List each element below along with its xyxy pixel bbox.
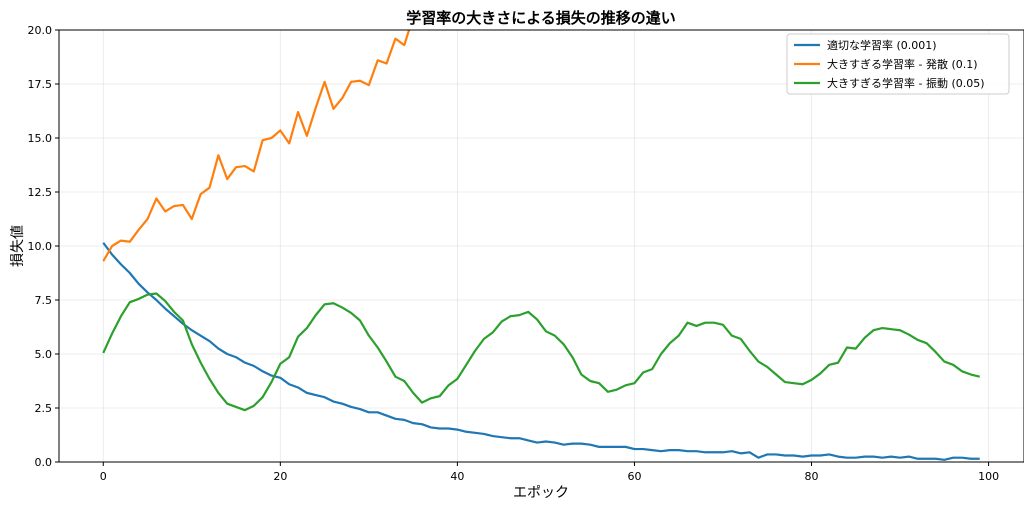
y-tick-label: 2.5 [35, 402, 53, 415]
chart-title: 学習率の大きさによる損失の推移の違い [406, 9, 676, 27]
x-axis-label: エポック [513, 485, 569, 501]
y-tick-label: 12.5 [28, 186, 53, 199]
legend-box [786, 33, 1010, 95]
legend: 適切な学習率 (0.001) 大きすぎる学習率 - 発散 (0.1) 大きすぎる学習… [786, 33, 1010, 95]
y-tick-label: 5.0 [35, 348, 53, 361]
y-tick-label: 20.0 [28, 24, 53, 37]
y-tick-label: 15.0 [28, 132, 53, 145]
legend-entry-2: 大きすぎる学習率 - 振動 (0.05) [827, 76, 985, 90]
series-line-0 [102, 242, 980, 461]
ticks: 0 20 40 60 80 100 0.0 2.5 5.0 7.5 10.0 12.5 15.0 17.5… [28, 24, 1000, 483]
y-tick-label: 0.0 [35, 456, 53, 469]
y-axis-label: 損失値 [10, 225, 26, 267]
series-line-1 [102, 30, 411, 262]
legend-entry-1: 大きすぎる学習率 - 発散 (0.1) [827, 57, 978, 71]
y-tick-label: 10.0 [28, 240, 53, 253]
series-line-2 [102, 292, 980, 412]
x-tick-label: 100 [978, 470, 999, 483]
x-tick-label: 20 [273, 470, 287, 483]
y-tick-label: 17.5 [28, 78, 53, 91]
x-tick-label: 60 [627, 470, 641, 483]
x-tick-label: 80 [805, 470, 819, 483]
series-layer [102, 30, 980, 461]
y-tick-label: 7.5 [35, 294, 53, 307]
legend-entry-0: 適切な学習率 (0.001) [827, 38, 937, 52]
x-tick-label: 0 [100, 470, 107, 483]
x-tick-label: 40 [450, 470, 464, 483]
